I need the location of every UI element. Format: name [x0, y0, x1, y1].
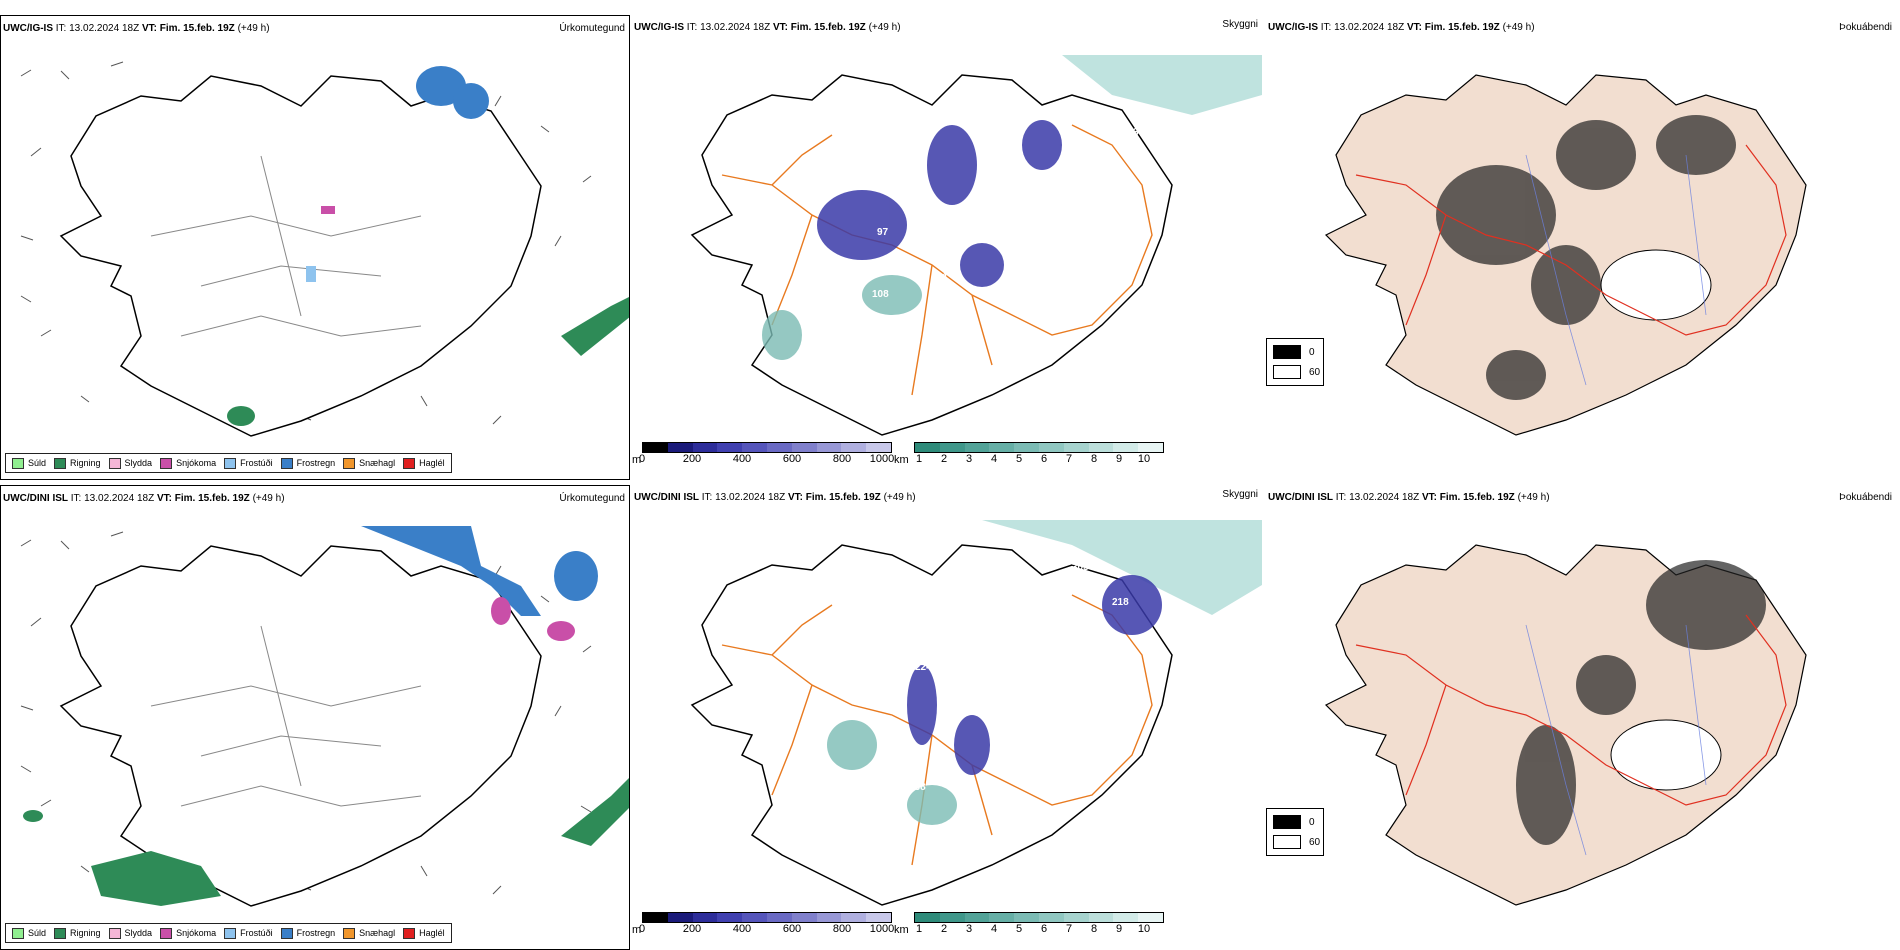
- legend-item: Slydda: [108, 927, 152, 939]
- panel-header: UWC/DINI ISL IT: 13.02.2024 18Z VT: Fim.…: [634, 492, 916, 503]
- cloud-base-value: 224: [915, 662, 932, 673]
- cloud-base-value: 97: [877, 227, 889, 238]
- visibility-unit: km: [894, 924, 909, 936]
- cloud-base-value: 176: [982, 682, 999, 693]
- precip-type-panel-igis: UWC/IG-IS IT: 13.02.2024 18Z VT: Fim. 15…: [0, 15, 630, 480]
- panel-header: UWC/IG-IS IT: 13.02.2024 18Z VT: Fim. 15…: [634, 22, 901, 33]
- fog-legend: 0 60: [1266, 808, 1324, 856]
- panel-title: Þokuábendi: [1839, 492, 1892, 503]
- legend-item: Frostregn: [280, 927, 335, 939]
- panel-header: UWC/IG-IS IT: 13.02.2024 18Z VT: Fim. 15…: [1268, 22, 1535, 33]
- legend-item: Snæhagl: [343, 927, 395, 939]
- panel-title: Þokuábendi: [1839, 22, 1892, 33]
- visibility-scale: 1 2 3 4 5 6 7 8 9 10: [914, 912, 1164, 935]
- cloud-base-unit: m: [632, 454, 642, 466]
- panel-title: Skyggni: [1222, 489, 1258, 500]
- visibility-map: 367 163 97 61 187 108: [690, 55, 1262, 436]
- fog-legend: 0 60: [1266, 338, 1324, 386]
- legend-item: Rigning: [54, 457, 101, 469]
- legend-item: Snjókoma: [160, 927, 216, 939]
- cloud-base-value: 121: [980, 697, 997, 708]
- fog-map: [1324, 544, 1807, 906]
- cloud-base-value: 218: [1112, 597, 1129, 608]
- panel-header: UWC/DINI ISL IT: 13.02.2024 18Z VT: Fim.…: [3, 493, 285, 504]
- legend-item: Haglél: [403, 457, 445, 469]
- coastline: [59, 75, 542, 437]
- cloud-base-value: 187: [744, 324, 761, 335]
- panel-title: Úrkomutegund: [559, 493, 625, 504]
- cloud-base-value: 138: [909, 782, 926, 793]
- coastline: [59, 545, 542, 907]
- panel-header: UWC/IG-IS IT: 13.02.2024 18Z VT: Fim. 15…: [3, 23, 270, 34]
- legend-item: Frostúði: [224, 457, 273, 469]
- iceland-map: [20, 61, 629, 437]
- precip-type-legend: Súld Rigning Slydda Snjókoma Frostúði Fr…: [5, 923, 452, 943]
- cloud-base-value: 163: [1122, 127, 1139, 138]
- legend-item: Rigning: [54, 927, 101, 939]
- fog-map: [1324, 74, 1807, 436]
- visibility-panel-igis: UWC/IG-IS IT: 13.02.2024 18Z VT: Fim. 15…: [632, 15, 1262, 480]
- cloud-base-value: 108: [872, 289, 889, 300]
- legend-item: Slydda: [108, 457, 152, 469]
- iceland-map: [20, 526, 629, 907]
- legend-item: Haglél: [403, 927, 445, 939]
- legend-item: Snæhagl: [343, 457, 395, 469]
- legend-item: Snjókoma: [160, 457, 216, 469]
- legend-item: Frostúði: [224, 927, 273, 939]
- panel-title: Úrkomutegund: [559, 23, 625, 34]
- visibility-unit: km: [894, 454, 909, 466]
- visibility-scale: 1 2 3 4 5 6 7 8 9 10: [914, 442, 1164, 465]
- coastline: [690, 74, 1173, 436]
- legend-item: Frostregn: [280, 457, 335, 469]
- cloud-base-scale: 0 200 400 600 800 1000: [639, 912, 894, 935]
- cloud-base-value: 367: [1082, 107, 1099, 118]
- fog-panel-igis: UWC/IG-IS IT: 13.02.2024 18Z VT: Fim. 15…: [1266, 15, 1896, 480]
- visibility-panel-dini: UWC/DINI ISL IT: 13.02.2024 18Z VT: Fim.…: [632, 485, 1262, 950]
- fog-panel-dini: UWC/DINI ISL IT: 13.02.2024 18Z VT: Fim.…: [1266, 485, 1896, 950]
- cloud-base-unit: m: [632, 924, 642, 936]
- panel-title: Skyggni: [1222, 19, 1258, 30]
- cloud-base-value: 61: [937, 272, 949, 283]
- visibility-map: 305 218 224 176 121 138: [690, 520, 1262, 906]
- cloud-base-scale: 0 200 400 600 800 1000: [639, 442, 894, 465]
- legend-item: Súld: [12, 927, 46, 939]
- precip-type-panel-dini: UWC/DINI ISL IT: 13.02.2024 18Z VT: Fim.…: [0, 485, 630, 950]
- legend-item: Súld: [12, 457, 46, 469]
- precip-type-legend: Súld Rigning Slydda Snjókoma Frostúði Fr…: [5, 453, 452, 473]
- cloud-base-value: 305: [1072, 562, 1089, 573]
- panel-header: UWC/DINI ISL IT: 13.02.2024 18Z VT: Fim.…: [1268, 492, 1550, 503]
